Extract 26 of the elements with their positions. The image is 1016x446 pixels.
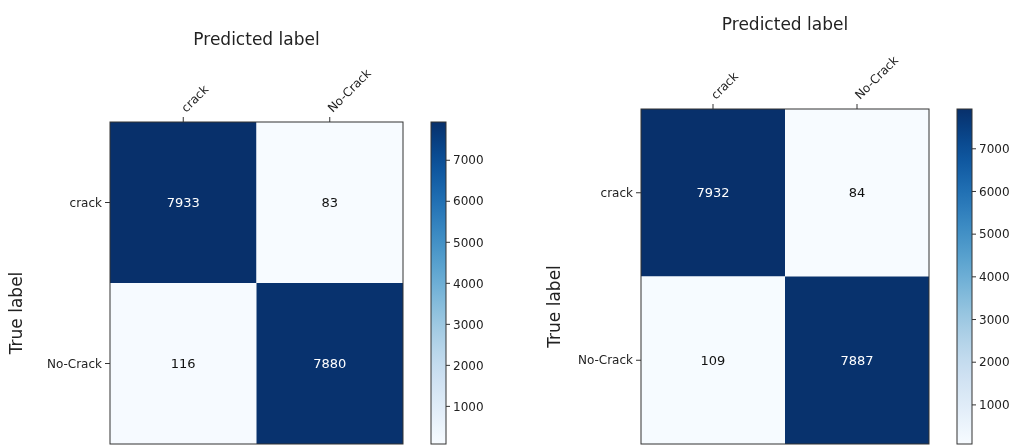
color-bar-label: 5000	[453, 235, 484, 250]
data-label: 7880	[313, 356, 347, 372]
y-axis-title: True label	[544, 265, 564, 349]
data-label: 7887	[840, 352, 874, 368]
color-bar-label: 6000	[453, 194, 484, 209]
color-bar-label: 4000	[453, 276, 484, 291]
color-bar-label: 4000	[979, 270, 1010, 285]
data-label: 83	[321, 195, 339, 211]
data-label: 7932	[696, 185, 730, 201]
color-bar-label: 3000	[453, 317, 484, 332]
color-bar-label: 2000	[453, 358, 484, 373]
color-bar-label: 7000	[979, 141, 1010, 156]
x-axis-title: Predicted label	[193, 29, 320, 49]
color-bar-label: 6000	[979, 184, 1010, 199]
color-bar-label: 3000	[979, 312, 1010, 327]
x-axis-title: Predicted label	[721, 14, 849, 34]
color-bar-label: 1000	[453, 399, 484, 414]
data-label: 109	[700, 352, 726, 368]
data-label: 116	[170, 356, 196, 372]
color-bar-label: 1000	[979, 398, 1010, 413]
data-label: 7933	[166, 195, 200, 211]
color-bar-label: 7000	[453, 153, 484, 168]
y-axis-title: True label	[6, 271, 26, 356]
color-bar-label: 2000	[979, 355, 1010, 370]
data-label: 84	[848, 185, 866, 201]
color-bar-label: 5000	[979, 227, 1010, 242]
